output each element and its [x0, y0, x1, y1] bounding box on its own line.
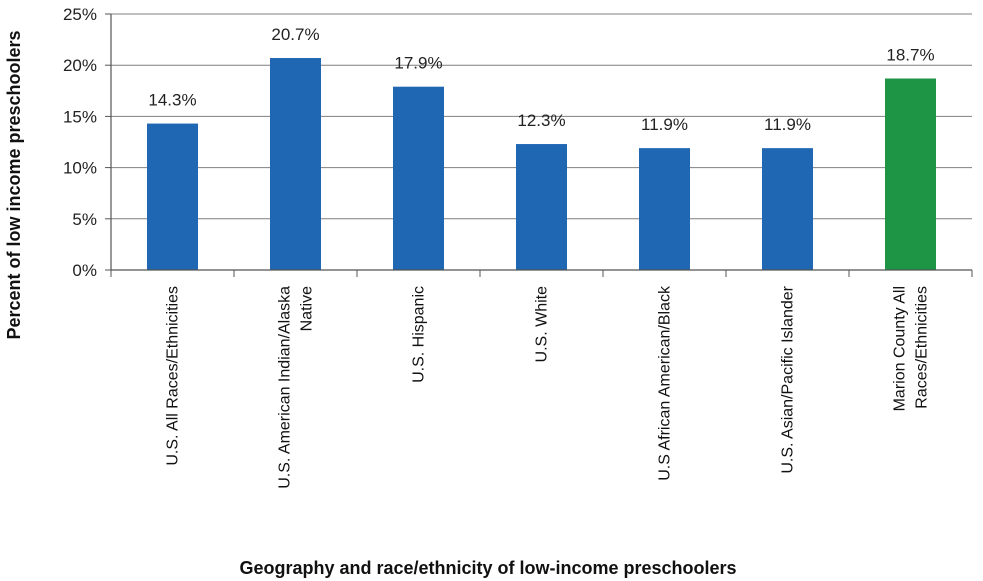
data-label: 12.3% — [517, 111, 565, 130]
bars — [147, 58, 936, 271]
data-labels: 14.3% 20.7% 17.9% 12.3% 11.9% 11.9% 18.7% — [148, 25, 934, 134]
category-label-line: Marion County All — [892, 286, 909, 411]
data-label: 17.9% — [394, 54, 442, 73]
category-label-line: Races/Ethnicities — [914, 286, 931, 409]
bar — [639, 148, 690, 270]
data-label: 14.3% — [148, 91, 196, 110]
y-tick-label: 20% — [63, 56, 97, 75]
data-label: 11.9% — [641, 115, 688, 134]
category-labels: U.S. All Races/Ethnicities U.S. American … — [165, 285, 931, 489]
category-label: Marion County All Races/Ethnicities — [892, 286, 931, 411]
category-label: U.S. All Races/Ethnicities — [165, 286, 182, 466]
category-label-line: Native — [299, 286, 316, 331]
gridlines — [111, 13, 972, 220]
category-label: U.S. White — [534, 286, 551, 363]
bar — [147, 123, 198, 271]
bar — [270, 58, 321, 271]
category-label-line: U.S. Hispanic — [411, 286, 428, 383]
category-label: U.S. Asian/Pacific Islander — [780, 285, 797, 473]
x-axis-title: Geography and race/ethnicity of low-inco… — [239, 558, 736, 578]
y-tick-label: 5% — [72, 210, 97, 229]
bar — [393, 86, 444, 270]
bar — [885, 78, 936, 271]
category-label-line: U.S. All Races/Ethnicities — [165, 286, 182, 466]
category-label-line: U.S. American Indian/Alaska — [277, 286, 294, 489]
y-axis-title: Percent of low income preschoolers — [4, 30, 24, 339]
bar — [762, 148, 813, 270]
category-label-line: U.S. White — [534, 286, 551, 363]
category-label-line: U.S African American/Black — [657, 285, 674, 481]
category-label: U.S. Hispanic — [411, 286, 428, 383]
y-tick-label: 15% — [63, 107, 97, 126]
y-tick-label: 10% — [63, 159, 97, 178]
data-label: 18.7% — [886, 46, 934, 65]
bar — [516, 144, 567, 270]
axes: 0% 5% 10% 15% 20% 25% — [63, 5, 973, 280]
y-tick-label: 25% — [63, 5, 97, 24]
data-label: 11.9% — [764, 115, 811, 134]
category-label: U.S African American/Black — [657, 285, 674, 481]
category-label: U.S. American Indian/Alaska Native — [277, 286, 316, 489]
category-label-line: U.S. Asian/Pacific Islander — [780, 285, 797, 473]
data-label: 20.7% — [271, 25, 319, 44]
y-tick-label: 0% — [72, 261, 97, 280]
